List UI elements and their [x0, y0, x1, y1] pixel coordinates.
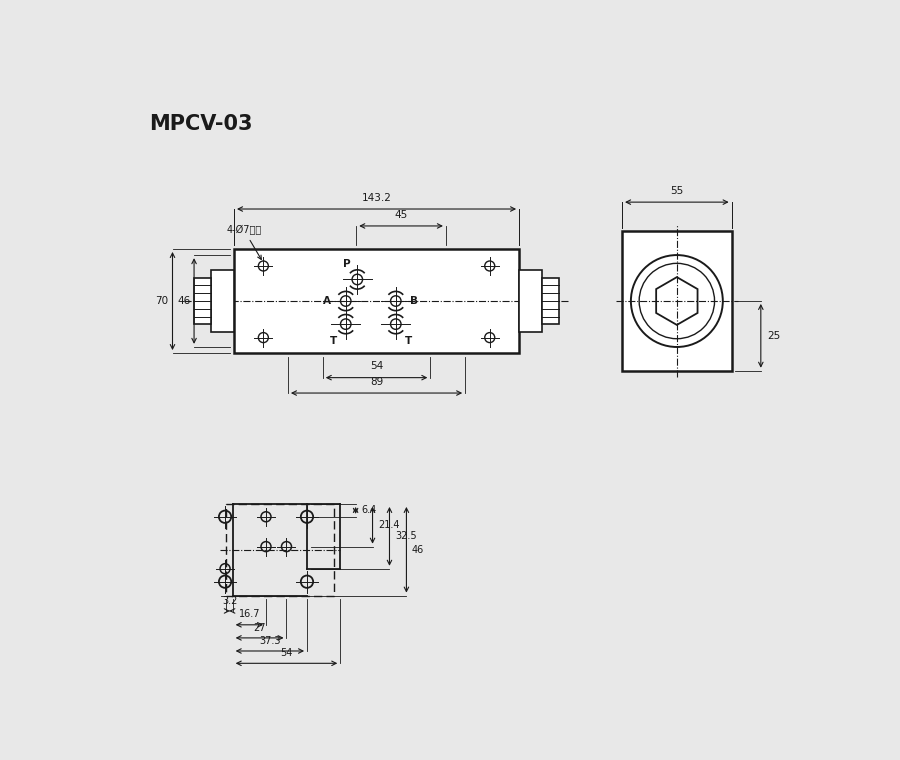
Text: 55: 55: [670, 186, 683, 196]
Text: 46: 46: [412, 545, 424, 555]
Text: B: B: [410, 296, 419, 306]
Bar: [519, 270, 542, 332]
Text: 16.7: 16.7: [238, 610, 260, 619]
Text: 45: 45: [394, 210, 408, 220]
Text: 37.3: 37.3: [259, 635, 281, 645]
Text: T: T: [329, 336, 338, 346]
Text: 21.4: 21.4: [378, 521, 400, 530]
Bar: [194, 277, 211, 325]
Text: MPCV-03: MPCV-03: [149, 114, 253, 135]
Text: 3.2: 3.2: [222, 596, 238, 606]
Text: 70: 70: [156, 296, 168, 306]
Bar: [234, 249, 519, 353]
Text: 27: 27: [254, 622, 266, 632]
Text: 32.5: 32.5: [395, 531, 417, 541]
Text: 89: 89: [370, 377, 383, 387]
Text: 54: 54: [280, 648, 292, 658]
Text: T: T: [404, 336, 411, 346]
Bar: [542, 277, 559, 325]
Text: P: P: [343, 259, 350, 270]
Text: 25: 25: [767, 331, 780, 340]
Text: A: A: [323, 296, 331, 306]
Text: 54: 54: [370, 362, 383, 372]
Text: 143.2: 143.2: [362, 193, 392, 203]
Text: 46: 46: [177, 296, 190, 306]
Text: 6.4: 6.4: [361, 505, 376, 515]
Text: 4-Ø7通孔: 4-Ø7通孔: [227, 225, 262, 259]
Bar: [622, 231, 732, 371]
Bar: [227, 504, 334, 596]
Bar: [211, 270, 234, 332]
